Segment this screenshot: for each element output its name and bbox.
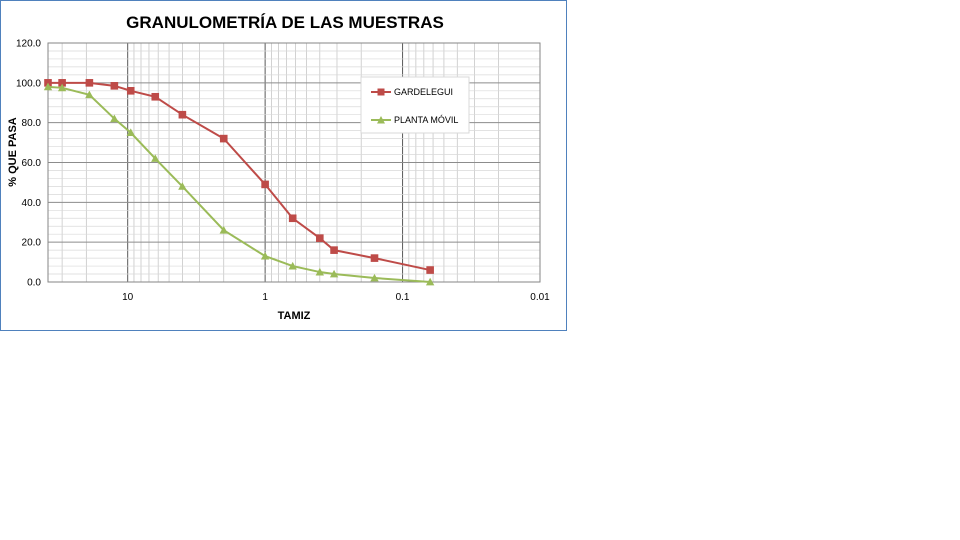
data-point-planta-m-vil bbox=[178, 182, 187, 190]
legend-label-planta-movil: PLANTA MÓVIL bbox=[394, 115, 458, 125]
legend-box bbox=[360, 76, 470, 134]
data-point-gardelegui bbox=[261, 180, 269, 189]
data-point-gardelegui bbox=[58, 79, 66, 87]
y-axis-title: % QUE PASA bbox=[7, 117, 19, 187]
x-tick-label: 0.1 bbox=[396, 292, 410, 303]
x-axis-title: TAMIZ bbox=[278, 310, 311, 322]
y-tick-label: 80.0 bbox=[22, 118, 42, 129]
x-tick-label: 0.01 bbox=[530, 292, 550, 303]
data-point-gardelegui bbox=[85, 79, 94, 87]
data-point-planta-m-vil bbox=[260, 251, 270, 260]
y-tick-label: 60.0 bbox=[22, 158, 42, 169]
x-axis-ticks: 10 1 0.1 0.01 bbox=[122, 292, 550, 303]
data-point-gardelegui bbox=[316, 234, 324, 242]
data-point-gardelegui bbox=[126, 87, 135, 95]
data-point-gardelegui bbox=[219, 134, 228, 143]
series-layer bbox=[43, 79, 435, 286]
data-point-planta-m-vil bbox=[151, 154, 160, 162]
data-point-gardelegui bbox=[110, 82, 119, 90]
y-tick-label: 20.0 bbox=[22, 238, 42, 249]
chart-title: GRANULOMETRÍA DE LAS MUESTRAS bbox=[126, 13, 444, 32]
data-point-gardelegui bbox=[370, 254, 379, 262]
plot-area-border bbox=[47, 42, 541, 283]
y-tick-label: 100.0 bbox=[16, 78, 41, 89]
data-point-planta-m-vil bbox=[85, 90, 94, 99]
x-tick-label: 10 bbox=[122, 292, 134, 303]
data-point-planta-m-vil bbox=[315, 267, 325, 276]
legend-label-gardelegui: GARDELEGUI bbox=[394, 87, 453, 97]
chart-svg: 0.0 20.0 40.0 60.0 80.0 100.0 120.0 10 1 0.1 0.01… bbox=[7, 13, 550, 322]
y-tick-label: 0.0 bbox=[27, 278, 41, 289]
data-point-planta-m-vil bbox=[126, 128, 135, 137]
data-point-planta-m-vil bbox=[329, 269, 339, 278]
legend-marker-gardelegui bbox=[377, 88, 385, 96]
legend-marker-planta-movil bbox=[377, 116, 385, 124]
data-point-gardelegui bbox=[426, 266, 434, 274]
y-tick-label: 40.0 bbox=[22, 198, 42, 209]
data-point-gardelegui bbox=[330, 246, 338, 254]
series-line-planta-m-vil bbox=[47, 85, 431, 283]
y-tick-label: 120.0 bbox=[16, 39, 41, 50]
y-axis-ticks: 0.0 20.0 40.0 60.0 80.0 100.0 120.0 bbox=[16, 39, 41, 289]
data-point-gardelegui bbox=[178, 110, 187, 119]
x-tick-label: 1 bbox=[262, 292, 268, 303]
data-point-planta-m-vil bbox=[288, 261, 297, 270]
data-point-planta-m-vil bbox=[57, 83, 67, 92]
data-point-gardelegui bbox=[151, 92, 160, 101]
data-point-planta-m-vil bbox=[219, 226, 228, 234]
data-point-planta-m-vil bbox=[370, 273, 379, 282]
data-point-planta-m-vil bbox=[43, 82, 53, 91]
data-point-planta-m-vil bbox=[425, 277, 435, 286]
legend: GARDELEGUI PLANTA MÓVIL bbox=[360, 76, 470, 134]
chart-container: 0.0 20.0 40.0 60.0 80.0 100.0 120.0 10 1 0.1 0.01… bbox=[0, 0, 567, 331]
data-point-gardelegui bbox=[288, 214, 297, 223]
data-point-planta-m-vil bbox=[110, 114, 119, 123]
